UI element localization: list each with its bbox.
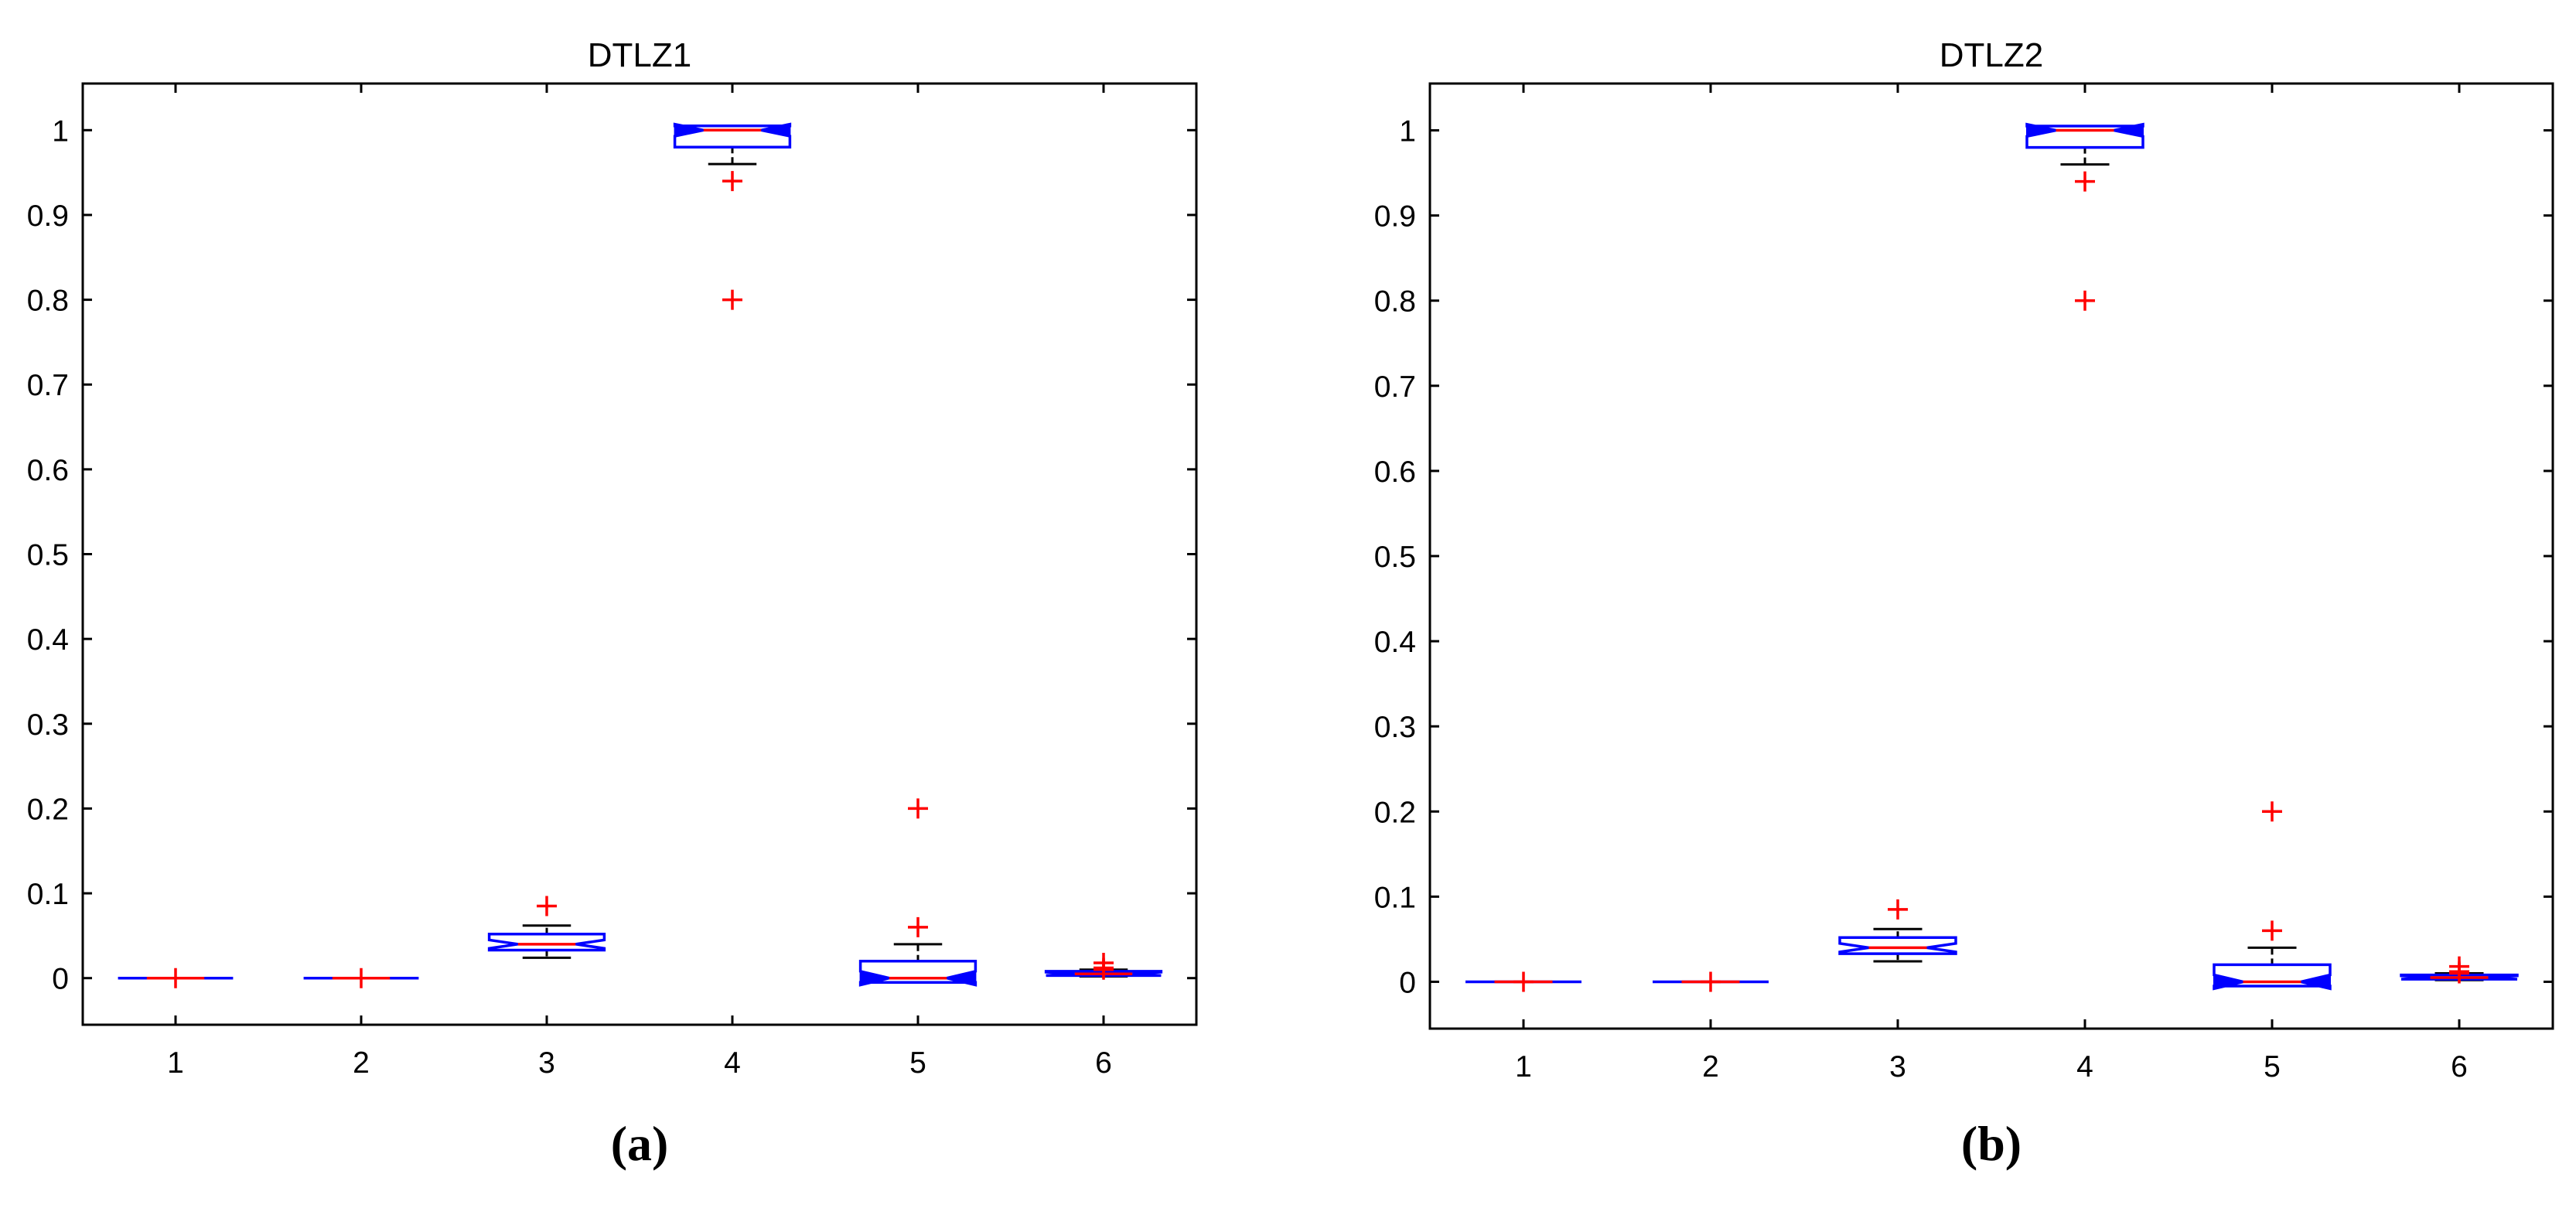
outlier-marker [2262, 920, 2282, 941]
y-tick-label: 0 [1399, 966, 1416, 999]
y-tick-label: 0.9 [27, 200, 69, 233]
panel-caption: (b) [1961, 1116, 2022, 1171]
y-tick-label: 0.2 [27, 793, 69, 826]
plot-area-frame [1428, 82, 2554, 1030]
y-tick-label: 0.8 [27, 285, 69, 318]
outlier-marker [2262, 801, 2282, 822]
x-tick-label: 6 [2451, 1050, 2468, 1084]
notch-wedge-right [946, 970, 977, 986]
y-tick-label: 0.8 [1374, 285, 1416, 319]
notch-wedge-left [859, 970, 890, 986]
outlier-marker [1094, 952, 1114, 973]
outlier-marker [722, 289, 742, 310]
y-tick-label: 0.4 [27, 623, 69, 657]
y-tick-label: 0.9 [1374, 200, 1416, 234]
panel-caption: (a) [611, 1116, 669, 1171]
x-tick-label: 5 [2264, 1050, 2281, 1084]
notch-wedge-left [2025, 123, 2056, 138]
x-tick-label: 3 [538, 1046, 555, 1080]
x-tick-label: 1 [167, 1046, 184, 1080]
box-body [1044, 970, 1163, 978]
y-tick-label: 1 [52, 114, 69, 148]
plot-area-frame [81, 82, 1198, 1026]
notch-wedge-right [760, 123, 791, 138]
x-tick-label: 3 [1889, 1050, 1906, 1084]
notch-wedge-right [2301, 974, 2332, 990]
chart-title: DTLZ1 [588, 36, 691, 74]
outlier-marker [165, 968, 186, 988]
y-tick-label: 0.6 [1374, 456, 1416, 489]
outlier-marker [2075, 290, 2095, 311]
x-tick-label: 5 [909, 1046, 926, 1080]
outlier-marker [351, 968, 371, 988]
x-tick-label: 4 [724, 1046, 741, 1080]
y-tick-label: 0.7 [27, 369, 69, 402]
x-tick-label: 4 [2076, 1050, 2093, 1084]
x-tick-label: 6 [1095, 1046, 1112, 1080]
notch-wedge-left [2213, 974, 2243, 990]
y-tick-label: 0.2 [1374, 796, 1416, 829]
box-body [1838, 936, 1957, 955]
y-tick-label: 0 [52, 963, 69, 996]
notch-wedge-left [674, 123, 705, 138]
chart-title: DTLZ2 [1940, 36, 2043, 74]
x-tick-label: 1 [1515, 1050, 1532, 1084]
outlier-marker [537, 896, 557, 916]
y-tick-label: 0.3 [27, 708, 69, 742]
y-tick-label: 0.1 [1374, 881, 1416, 914]
outlier-marker [722, 171, 742, 192]
y-tick-label: 0.4 [1374, 626, 1416, 659]
outlier-marker [908, 798, 928, 819]
outlier-marker [2449, 956, 2469, 977]
outlier-marker [2075, 171, 2095, 192]
outlier-marker [1701, 971, 1721, 992]
notch-wedge-right [2114, 123, 2144, 138]
y-tick-label: 0.5 [27, 539, 69, 572]
y-tick-label: 0.5 [1374, 541, 1416, 574]
outlier-marker [908, 916, 928, 937]
x-tick-label: 2 [353, 1046, 370, 1080]
y-tick-label: 0.7 [1374, 370, 1416, 404]
box-body [2400, 973, 2519, 981]
panel-b: DTLZ2 0 0.1 0.2 0.3 0.4 0.5 0.6 0.7 0.8 0.9 1 1 2 3 4 5 6… [1374, 36, 2554, 1171]
y-tick-label: 0.1 [27, 878, 69, 911]
outlier-marker [1888, 899, 1908, 920]
outlier-marker [1513, 971, 1534, 992]
y-tick-label: 1 [1399, 115, 1416, 148]
box-body [487, 932, 606, 952]
y-tick-label: 0.3 [1374, 711, 1416, 744]
panel-a: DTLZ1 0 0.1 0.2 0.3 0.4 0.5 0.6 0.7 0.8 0.9 1 1 2 3 4 5 6… [27, 36, 1198, 1171]
x-tick-label: 2 [1702, 1050, 1719, 1084]
y-tick-label: 0.6 [27, 454, 69, 487]
